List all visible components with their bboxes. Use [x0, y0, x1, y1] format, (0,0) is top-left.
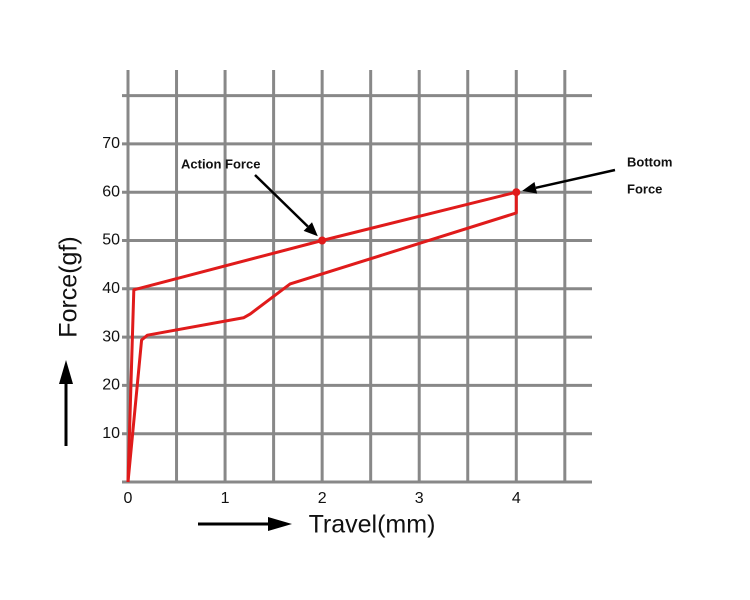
data-line — [126, 192, 518, 483]
annotation-point — [318, 236, 327, 245]
annotation-text: Action Force — [181, 156, 260, 171]
data-line — [126, 190, 517, 483]
y-tick-label: 20 — [102, 377, 120, 394]
annotation-arrow — [254, 174, 309, 228]
y-tick-label: 30 — [102, 328, 120, 345]
x-axis-title: Travel(mm) — [309, 511, 436, 539]
y-axis-title: Force(gf) — [55, 236, 83, 337]
x-axis-arrow — [198, 517, 292, 531]
y-tick-label: 70 — [102, 135, 120, 152]
grid — [122, 70, 592, 484]
annotation-arrowhead — [522, 181, 538, 194]
x-tick-label: 4 — [512, 490, 521, 507]
y-tick-label: 40 — [102, 280, 120, 297]
y-axis-arrow — [59, 360, 73, 446]
y-tick-label: 50 — [102, 232, 120, 249]
x-tick-label: 2 — [318, 490, 327, 507]
x-tick-label: 0 — [124, 490, 133, 507]
annotation-text: Bottom — [627, 154, 673, 169]
x-tick-label: 3 — [415, 490, 424, 507]
annotation-text: Force — [627, 181, 662, 196]
annotation-point — [512, 188, 521, 197]
x-tick-label: 1 — [221, 490, 230, 507]
y-tick-label: 10 — [102, 425, 120, 442]
y-tick-label: 60 — [102, 183, 120, 200]
annotation-arrowhead — [303, 222, 318, 237]
annotation-arrow — [535, 168, 616, 190]
